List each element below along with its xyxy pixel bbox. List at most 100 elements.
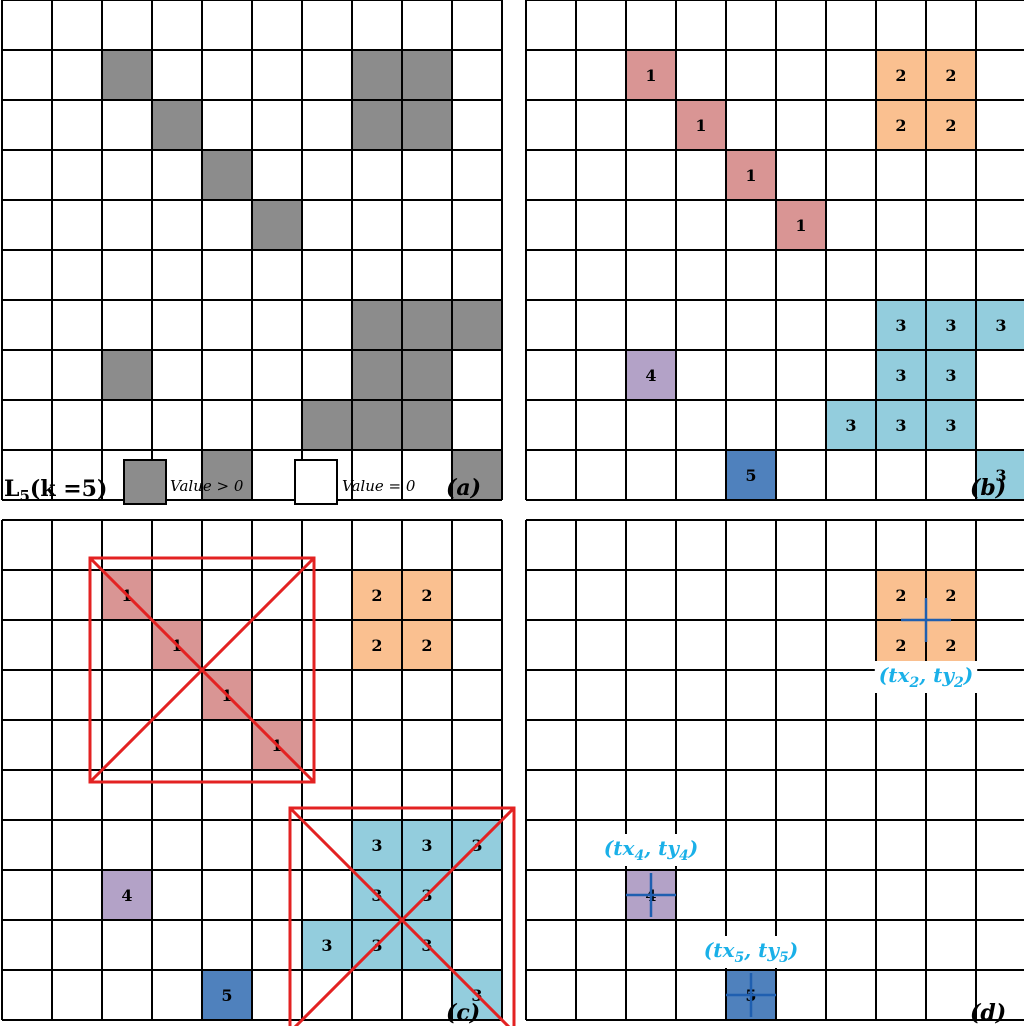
panel-a-cell [102,350,152,400]
panel-d-cell [876,570,926,620]
panel-a-cell [402,300,452,350]
panel-b-cell-label: 3 [945,366,956,385]
panel-c-cell-label: 4 [121,886,132,905]
panel-c-cell-label: 5 [221,986,232,1005]
panel-c-cell-label: 3 [371,836,382,855]
panel-b-cell [876,400,926,450]
panel-b-cell [676,100,726,150]
panel-b-cell-label: 2 [895,66,906,85]
panel-b-cell [876,50,926,100]
panel-b-cell [976,450,1024,500]
center-coord-label-bg [874,661,978,693]
panel-a-gridlines [1,0,503,501]
panel-c-cell-label: 2 [421,586,432,605]
panel-c-cell-label: 2 [421,636,432,655]
panel-b-cell [926,350,976,400]
panel-d-label: (d) [970,1000,1006,1026]
panel-b-cell [826,400,876,450]
legend-positive-label: Value > 0 [170,477,244,495]
legend-lk-label: L5(k =5) [4,476,107,505]
panel-a-cell [352,400,402,450]
center-coord-label: (tx5, ty5) [704,938,798,966]
panel-b-cell-label: 3 [845,416,856,435]
panel-d-cell [926,570,976,620]
panel-a-cell [402,100,452,150]
panel-a-cell [202,450,252,500]
panel-a-cell [402,50,452,100]
discard-cross-line [293,806,516,1026]
panel-c-cell-label: 2 [371,636,382,655]
panel-b-cell [926,400,976,450]
panel-d-cell-label: 2 [895,586,906,605]
panel-b-cell-label: 4 [645,366,656,385]
center-marker-component-4: (tx4, ty4) [599,834,703,917]
center-marker-component-2: (tx2, ty2) [874,598,978,693]
center-coord-label: (tx2, ty2) [879,663,973,691]
panel-b-cell-label: 5 [745,466,756,485]
panel-c-cell [302,920,352,970]
panel-d-cell-label: 2 [945,636,956,655]
discard-marker-component-3 [288,806,516,1026]
panel-b-cell [876,350,926,400]
panel-c-cell-label: 3 [321,936,332,955]
panel-b-cell [876,300,926,350]
legend-zero-swatch [294,459,338,505]
panel-c-cell [402,820,452,870]
discard-box [88,556,316,784]
panel-b-cell [876,100,926,150]
panel-b-cell [726,450,776,500]
center-coord-label-bg [599,834,703,866]
panel-c-cell [352,570,402,620]
panel-c-cell [352,820,402,870]
panel-a-cell [402,400,452,450]
panel-a-cell [152,100,202,150]
panel-b-cell-label: 2 [945,66,956,85]
panel-b-cell-label: 1 [795,216,806,235]
panel-c-cell [352,620,402,670]
center-marker-component-5: (tx5, ty5) [699,936,803,1017]
legend-zero-label: Value = 0 [342,477,416,495]
panel-b-cell-label: 3 [895,366,906,385]
panel-c-label: (c) [446,1000,480,1026]
panel-b-cell [626,50,676,100]
discard-cross-line [88,556,316,784]
discard-marker-component-1 [88,556,316,784]
panel-c-cell [102,870,152,920]
panel-a-label: (a) [446,475,481,501]
panel-c-cell [402,570,452,620]
panel-a-cell [302,400,352,450]
center-coord-label-bg [699,936,803,968]
panel-a-cell [102,50,152,100]
panel-b-cell [926,300,976,350]
panel-a-cell [452,300,502,350]
panel-a-cell [402,350,452,400]
panel-b-cell-label: 3 [945,316,956,335]
discard-box [288,806,516,1026]
panel-b-cell [926,100,976,150]
panel-b-cell-label: 3 [895,316,906,335]
panel-c-cell-label: 2 [371,586,382,605]
panel-a-cell [452,450,502,500]
legend: L5(k =5) Value > 0 Value = 0 (a) [4,459,481,505]
panel-b-labeled-components: 1 1 1 1 2 2 2 2 3 3 3 3 3 3 3 3 3 4 5 [525,0,1024,501]
panel-d-cell-label: 2 [895,636,906,655]
panel-a-cell [202,150,252,200]
panel-b-cell [926,50,976,100]
panel-b-cell-label: 1 [645,66,656,85]
panel-b-cell-label: 1 [745,166,756,185]
panel-b-cell-label: 3 [895,416,906,435]
panel-c-cell [202,970,252,1020]
panel-b-cell [726,150,776,200]
center-coord-label: (tx4, ty4) [604,836,698,864]
panel-a-cell [352,350,402,400]
panel-b-label: (b) [970,475,1006,501]
panel-b-cell-label: 3 [995,316,1006,335]
panel-a-binary-grid [1,0,503,501]
panel-b-cell-label: 1 [695,116,706,135]
panel-c-cell-label: 3 [421,836,432,855]
panel-b-cell [626,350,676,400]
panel-a-cell [352,50,402,100]
panel-a-cell [352,300,402,350]
panel-a-cell [252,200,302,250]
